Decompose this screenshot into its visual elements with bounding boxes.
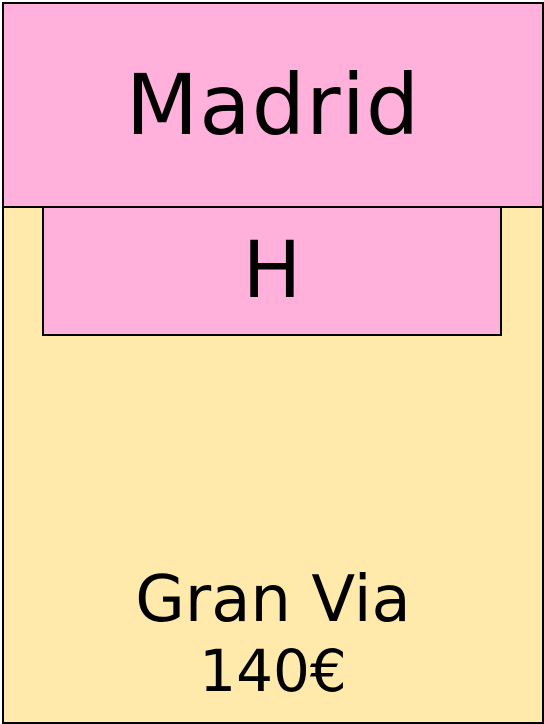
- hotel-marker: H: [242, 226, 302, 316]
- city-header: Madrid: [4, 4, 542, 208]
- property-details: Gran Via 140€: [4, 564, 542, 706]
- hotel-marker-box: H: [42, 206, 502, 336]
- city-name: Madrid: [125, 56, 421, 154]
- property-price: 140€: [199, 637, 347, 705]
- street-name: Gran Via: [135, 563, 411, 637]
